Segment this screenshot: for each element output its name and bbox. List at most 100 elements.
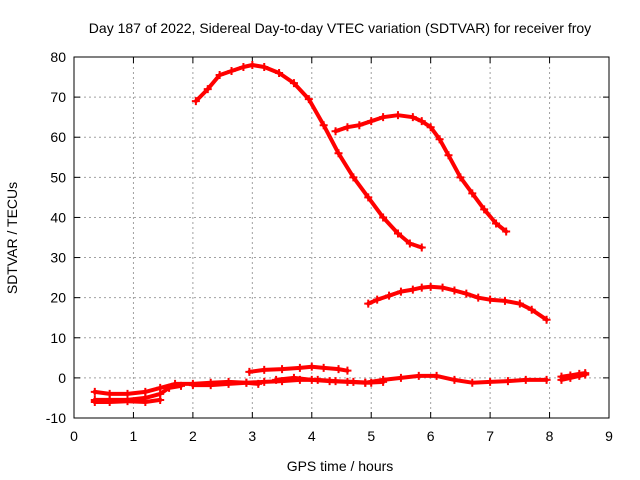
data-point [295,363,304,372]
data-point [206,381,215,390]
data-point [334,365,343,374]
data-point [343,123,352,132]
data-point [542,315,551,324]
data-point [278,365,287,374]
data-point [343,366,352,375]
data-point [379,113,388,122]
data-point [242,378,251,387]
data-point [141,397,150,406]
data-point [105,397,114,406]
data-point [426,123,435,132]
data-point [272,375,281,384]
data-point [367,117,376,126]
data-point [393,111,402,120]
data-point [385,291,394,300]
data-point [417,117,426,126]
data-point [396,373,405,382]
data-point [396,287,405,296]
y-tick-label: 60 [50,129,66,145]
x-tick-label: 7 [486,428,494,444]
x-tick-label: 1 [130,428,138,444]
y-axis-label: SDTVAR / TECUs [4,182,20,294]
data-point [542,375,551,384]
data-point [581,369,590,378]
data-point [334,149,343,158]
data-point [414,371,423,380]
series-arc-3 [366,284,549,322]
data-point [432,371,441,380]
x-tick-label: 6 [427,428,435,444]
data-point [438,283,447,292]
data-point [177,381,185,390]
data-point [248,61,257,70]
data-point [307,362,316,371]
data-point [450,286,459,295]
data-point [307,375,316,384]
data-point [90,397,99,406]
data-point [260,377,269,386]
data-point [343,377,352,386]
data-point [319,121,328,130]
data-point [260,63,269,72]
data-point [364,299,373,308]
data-point [405,239,414,248]
data-point [289,79,298,88]
data-point [215,71,224,80]
x-tick-labels: 0 1 2 3 4 5 6 7 8 9 [70,428,613,444]
x-tick-label: 2 [189,428,197,444]
data-point [239,63,248,72]
data-point [480,205,489,214]
data-point [468,189,477,198]
data-point [245,367,254,376]
data-point [474,293,483,302]
data-point [492,219,501,228]
data-point [289,373,298,382]
data-point [456,173,465,182]
data-point [227,67,236,76]
y-tick-label: 50 [50,169,66,185]
data-point [304,95,313,104]
y-tick-label: 20 [50,290,66,306]
data-point [319,363,328,372]
data-point [379,213,388,222]
data-point [426,282,435,291]
x-tick-label: 8 [546,428,554,444]
data-point [566,371,575,380]
data-point [468,378,477,387]
grid [74,57,609,418]
data-point [90,387,99,396]
data-point [203,85,212,94]
data-point [408,285,417,294]
data-point [188,381,197,390]
x-tick-label: 5 [367,428,375,444]
data-point [500,296,509,305]
data-point [260,365,269,374]
data-point [450,375,459,384]
data-point [156,395,165,404]
series-arc-1 [193,63,424,250]
x-tick-label: 4 [308,428,316,444]
y-tick-label: 0 [58,370,66,386]
data-point [165,383,174,392]
x-tick-label: 3 [248,428,256,444]
y-tick-labels: -10 0 10 20 30 40 50 60 70 80 [46,49,66,426]
data-point [191,97,200,106]
x-tick-label: 9 [605,428,613,444]
y-tick-label: 80 [50,49,66,65]
data-point [393,229,402,238]
data-point [515,299,524,308]
axis-ticks [73,56,610,419]
data-point [462,289,471,298]
data-point [355,121,364,130]
y-tick-label: 10 [50,330,66,346]
data-series [90,61,590,406]
data-point [503,377,512,386]
data-point [349,173,358,182]
data-point [417,283,426,292]
series-arc-2 [333,113,509,234]
data-point [557,372,566,381]
y-tick-label: 40 [50,209,66,225]
plot-frame [73,56,610,419]
data-point [379,375,388,384]
